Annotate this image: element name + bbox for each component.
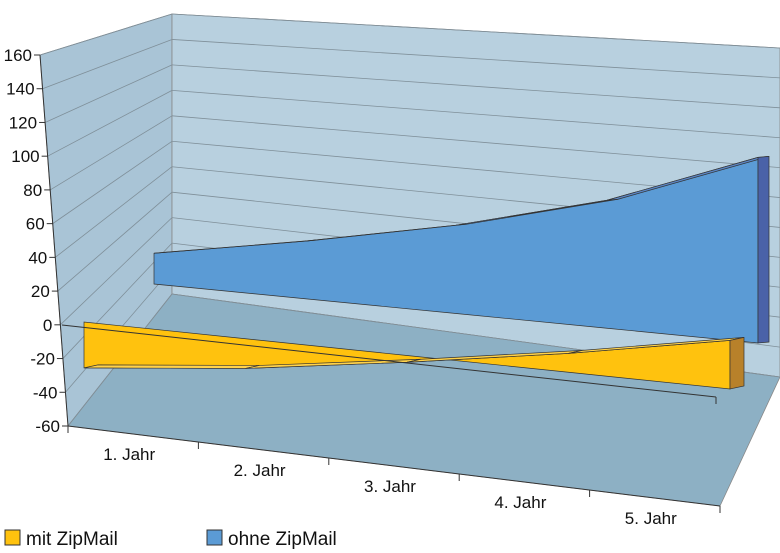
y-tick-label: 100	[11, 147, 39, 166]
x-tick-label: 3. Jahr	[364, 477, 416, 496]
gridline-side	[57, 191, 173, 292]
x-tick-label: 5. Jahr	[625, 509, 677, 528]
y-tick-label: 20	[31, 282, 50, 301]
y-tick-label: 0	[43, 316, 52, 335]
gridline-back	[171, 115, 780, 169]
gridline-back	[171, 39, 780, 79]
gridline-back	[171, 89, 780, 139]
legend-swatch-mit-zipmail	[4, 529, 21, 546]
y-axis-ticks: 160 140 120 100 80 60 40 20 0 -20 -40 -60	[4, 46, 68, 436]
y-tick-label: -60	[35, 417, 60, 436]
gridline-back	[171, 64, 780, 109]
y-tick-label: 120	[9, 113, 37, 132]
legend-label-mit-zipmail: mit ZipMail	[26, 529, 118, 550]
legend: mit ZipMail ohne ZipMail	[4, 529, 337, 550]
y-tick-label: 140	[6, 80, 34, 99]
y-tick-label: 40	[28, 248, 47, 267]
gridline-side	[60, 217, 173, 326]
x-axis-line	[67, 425, 721, 507]
y-tick-label: 60	[26, 215, 45, 234]
x-tick-label: 2. Jahr	[234, 461, 286, 480]
series-ohne-zipmail	[153, 156, 770, 344]
gridline-side	[49, 115, 173, 191]
y-tick-label: 160	[4, 46, 32, 65]
y-tick-label: -40	[33, 383, 58, 402]
legend-label-ohne-zipmail: ohne ZipMail	[228, 529, 337, 550]
y-tick-label: -20	[30, 350, 55, 369]
x-tick-label: 4. Jahr	[494, 493, 546, 512]
gridline-side	[44, 64, 173, 123]
y-axis-line	[39, 54, 69, 427]
area-end-cap	[729, 336, 745, 390]
gridline-back	[171, 13, 780, 49]
y-tick-label: 80	[23, 181, 42, 200]
gridline-side	[39, 13, 173, 56]
gridline-side	[55, 166, 173, 258]
legend-swatch-ohne-zipmail	[206, 529, 223, 546]
gridline-side	[52, 140, 173, 224]
x-axis-ticks: 1. Jahr 2. Jahr 3. Jahr 4. Jahr 5. Jahr	[67, 426, 721, 528]
zero-line	[61, 324, 717, 398]
x-tick-label: 1. Jahr	[103, 445, 155, 464]
series-mit-zipmail	[83, 321, 745, 390]
gridline-side	[47, 90, 173, 157]
gridline-side	[42, 39, 173, 90]
area-end-cap	[757, 156, 770, 344]
area-top-face	[83, 364, 260, 369]
